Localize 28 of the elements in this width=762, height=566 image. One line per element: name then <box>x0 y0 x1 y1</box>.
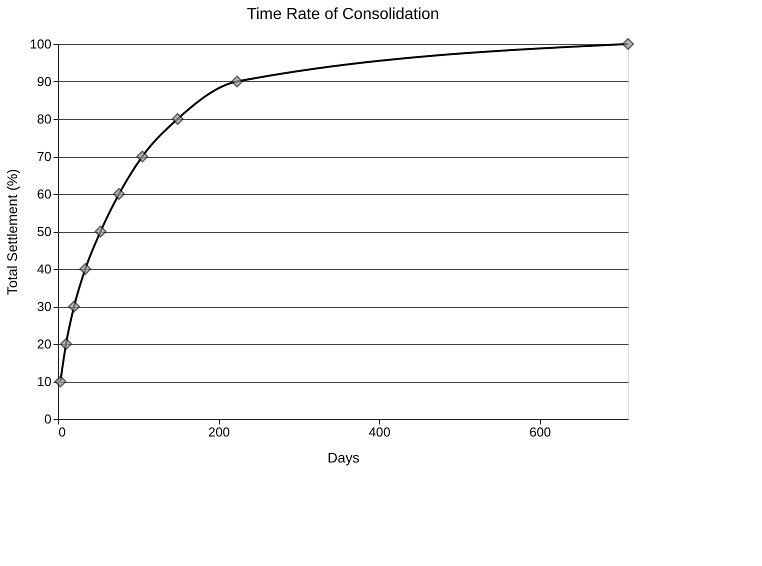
y-tick-label: 50 <box>37 224 52 239</box>
y-tick-label: 100 <box>30 36 52 52</box>
point <box>231 76 244 88</box>
x-axis-title: Days <box>328 450 360 466</box>
y-tick-label: 60 <box>37 186 52 202</box>
y-tick-label: 10 <box>37 374 52 389</box>
y-tick-label: 40 <box>37 262 52 276</box>
y-tick-label: 20 <box>37 336 52 352</box>
x-tick-label: 200 <box>208 424 230 440</box>
point <box>79 263 92 275</box>
point <box>54 376 66 388</box>
x-tick-label: 600 <box>529 424 552 440</box>
y-tick-label: 90 <box>37 74 52 89</box>
point <box>622 38 634 50</box>
point <box>68 300 80 312</box>
y-tick-label: 70 <box>37 149 52 164</box>
point <box>172 113 184 125</box>
y-tick-label: 80 <box>37 112 52 126</box>
y-tick-label: 30 <box>37 299 52 314</box>
x-tick-label: 400 <box>368 424 390 440</box>
y-tick-label: 0 <box>44 412 52 426</box>
point <box>113 188 126 200</box>
point <box>136 150 148 162</box>
point <box>60 338 72 350</box>
chart-title: Time Rate of Consolidation <box>246 6 440 23</box>
y-axis-title: Total Settlement (%) <box>4 168 20 296</box>
x-tick-label: 0 <box>58 424 66 440</box>
point <box>94 226 107 238</box>
